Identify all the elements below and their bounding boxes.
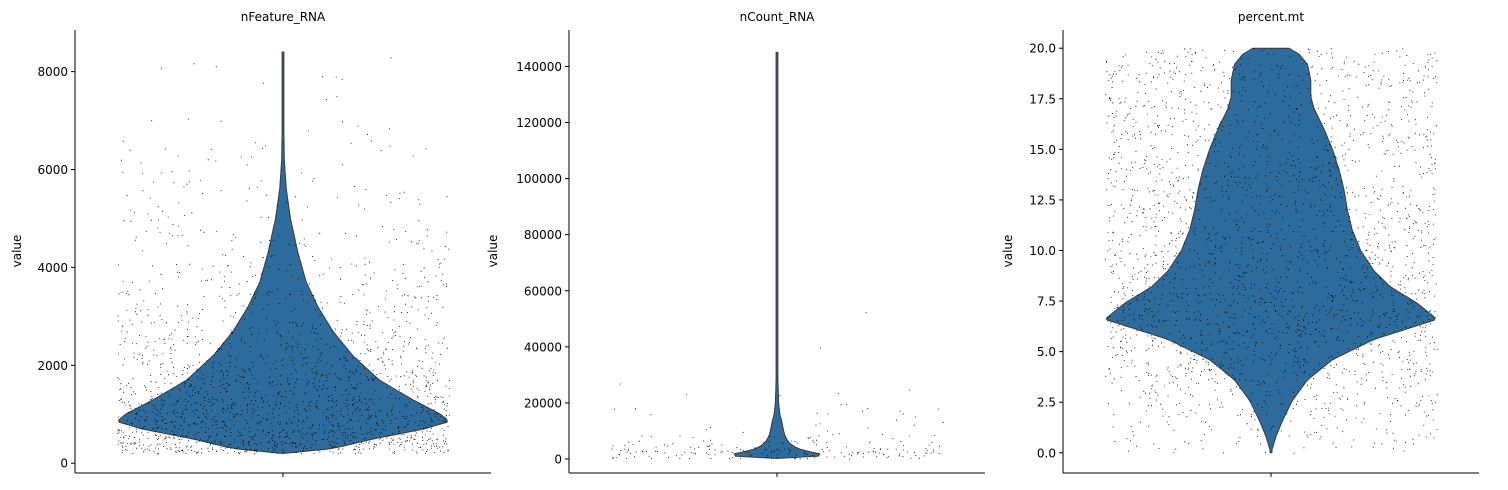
y-tick-label: 15.0 bbox=[1029, 143, 1056, 157]
panel-title: percent.mt bbox=[1238, 10, 1304, 24]
y-tick-label: 140000 bbox=[516, 60, 562, 74]
panel-nfeature-rna: nFeature_RNA value 0 2000 4000 6000 8000 bbox=[10, 10, 491, 477]
y-tick-label: 12.5 bbox=[1029, 193, 1056, 207]
violin-body bbox=[118, 51, 448, 454]
y-axis-label: value bbox=[486, 235, 500, 268]
y-tick-label: 4000 bbox=[37, 261, 68, 275]
y-tick-label: 120000 bbox=[516, 116, 562, 130]
panel-title: nCount_RNA bbox=[740, 10, 816, 24]
y-tick-label: 20000 bbox=[524, 396, 562, 410]
panel-percent-mt: percent.mt value 0.0 2.5 5.0 7.5 10.0 12.5 15.… bbox=[1001, 10, 1479, 477]
violin-body bbox=[733, 51, 821, 459]
y-tick-label: 5.0 bbox=[1037, 345, 1056, 359]
y-tick-label: 8000 bbox=[37, 65, 68, 79]
y-tick-label: 6000 bbox=[37, 163, 68, 177]
y-tick-label: 10.0 bbox=[1029, 244, 1056, 258]
panel-ncount-rna: nCount_RNA value 0 20000 40000 60000 80000 10… bbox=[486, 10, 985, 477]
panel-title: nFeature_RNA bbox=[241, 10, 326, 24]
y-tick-label: 7.5 bbox=[1037, 295, 1056, 309]
y-axis-label: value bbox=[10, 235, 24, 268]
y-axis-label: value bbox=[1001, 235, 1015, 268]
y-tick-label: 40000 bbox=[524, 340, 562, 354]
y-tick-label: 0.0 bbox=[1037, 446, 1056, 460]
y-tick-label: 100000 bbox=[516, 172, 562, 186]
y-tick-label: 0 bbox=[554, 452, 562, 466]
y-tick-label: 0 bbox=[60, 457, 68, 471]
y-tick-label: 80000 bbox=[524, 228, 562, 242]
y-tick-label: 60000 bbox=[524, 284, 562, 298]
y-tick-label: 2.5 bbox=[1037, 396, 1056, 410]
y-tick-label: 17.5 bbox=[1029, 92, 1056, 106]
violin-body bbox=[1106, 47, 1436, 454]
y-tick-label: 20.0 bbox=[1029, 42, 1056, 56]
y-tick-label: 2000 bbox=[37, 359, 68, 373]
